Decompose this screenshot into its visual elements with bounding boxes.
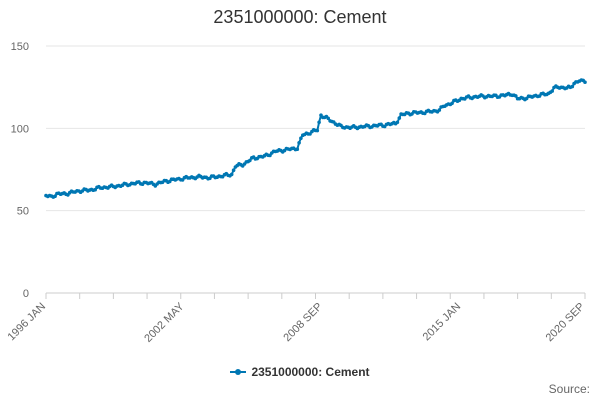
data-point[interactable] (299, 136, 303, 140)
data-point[interactable] (248, 158, 252, 163)
y-tick-label: 150 (11, 41, 29, 53)
data-point[interactable] (231, 168, 236, 172)
data-point[interactable] (297, 141, 301, 145)
x-tick-label: 2015 JAN (421, 301, 464, 344)
data-point[interactable] (397, 116, 402, 120)
data-point[interactable] (395, 120, 400, 125)
legend-marker-icon (230, 369, 247, 375)
data-point[interactable] (229, 172, 234, 177)
data-point[interactable] (550, 89, 554, 93)
legend-label: 2351000000: Cement (251, 365, 370, 379)
data-point[interactable] (570, 84, 575, 89)
x-tick-label: 1996 JAN (5, 301, 48, 344)
x-tick-label: 2008 SEP (281, 301, 325, 345)
y-tick-label: 50 (17, 206, 29, 218)
data-point[interactable] (437, 108, 442, 112)
data-point[interactable] (317, 120, 321, 125)
chart-title: 2351000000: Cement (213, 7, 387, 27)
data-point[interactable] (53, 194, 57, 198)
data-point[interactable] (326, 116, 331, 121)
y-axis-tick-labels: 0 50 100 150 (11, 41, 29, 300)
y-tick-label: 100 (11, 123, 29, 135)
series-line[interactable] (45, 79, 586, 199)
data-point[interactable] (295, 147, 300, 151)
data-point[interactable] (583, 80, 587, 84)
series-cement[interactable] (44, 78, 587, 199)
data-point[interactable] (315, 128, 320, 133)
source-credit: Source: (548, 382, 590, 396)
x-axis-tick-labels: 1996 JAN 2002 MAY 2008 SEP 2015 JAN 2020 SEP (5, 300, 587, 345)
x-axis (45, 293, 586, 299)
data-point[interactable] (514, 94, 518, 98)
x-tick-label: 2002 MAY (142, 300, 187, 345)
data-point[interactable] (308, 132, 312, 136)
gridlines (46, 45, 585, 294)
data-point[interactable] (450, 101, 454, 106)
y-tick-label: 0 (23, 288, 29, 300)
legend[interactable]: 2351000000: Cement (0, 365, 600, 379)
x-tick-label: 2020 SEP (544, 301, 588, 345)
